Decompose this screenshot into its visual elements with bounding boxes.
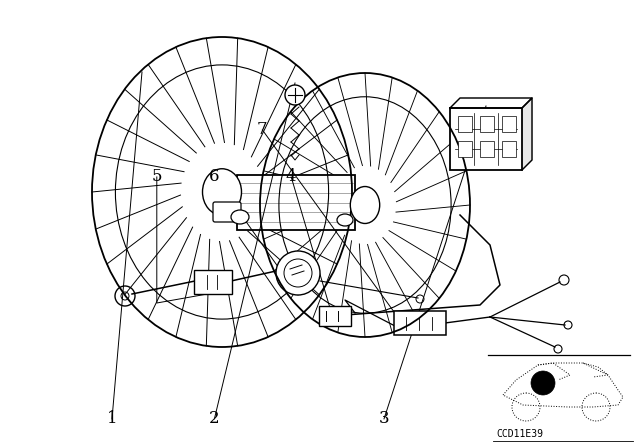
Text: 3: 3: [379, 410, 389, 427]
FancyBboxPatch shape: [480, 116, 494, 132]
Ellipse shape: [350, 186, 380, 224]
Ellipse shape: [337, 214, 353, 226]
Ellipse shape: [202, 169, 241, 215]
FancyBboxPatch shape: [502, 141, 516, 157]
Circle shape: [285, 85, 305, 105]
Text: 1: 1: [107, 410, 117, 427]
Text: 6: 6: [209, 168, 220, 185]
FancyBboxPatch shape: [194, 270, 232, 294]
FancyBboxPatch shape: [458, 141, 472, 157]
FancyBboxPatch shape: [502, 116, 516, 132]
FancyBboxPatch shape: [458, 116, 472, 132]
Polygon shape: [450, 98, 532, 108]
Circle shape: [531, 371, 555, 395]
FancyBboxPatch shape: [394, 311, 446, 335]
FancyBboxPatch shape: [213, 202, 241, 222]
Text: 5: 5: [152, 168, 162, 185]
Text: 7: 7: [257, 121, 268, 138]
Ellipse shape: [231, 210, 249, 224]
FancyBboxPatch shape: [480, 141, 494, 157]
Polygon shape: [522, 98, 532, 170]
Text: CCD11E39: CCD11E39: [496, 429, 543, 439]
Text: 2: 2: [209, 410, 220, 427]
Text: 4: 4: [286, 168, 296, 185]
FancyBboxPatch shape: [319, 306, 351, 326]
FancyBboxPatch shape: [450, 108, 522, 170]
FancyBboxPatch shape: [237, 175, 355, 230]
Circle shape: [276, 251, 320, 295]
